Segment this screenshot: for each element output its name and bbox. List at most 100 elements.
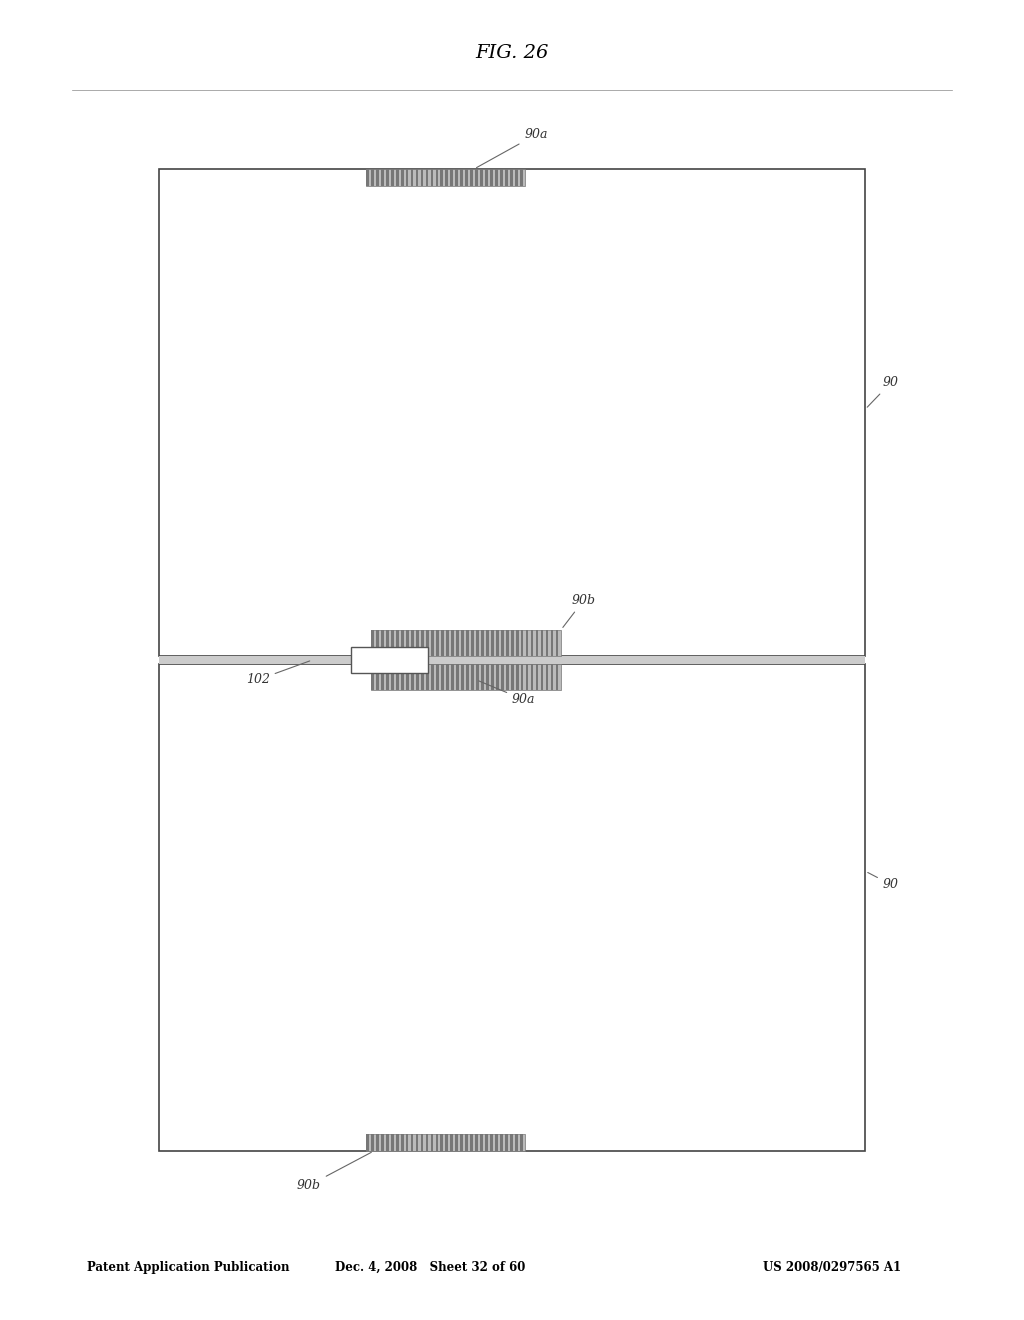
Bar (372, 664, 374, 690)
Bar (516, 630, 518, 656)
Bar (446, 630, 449, 656)
Text: FIG. 26: FIG. 26 (475, 44, 549, 62)
Bar (451, 630, 454, 656)
Bar (396, 169, 398, 186)
Bar (371, 1134, 374, 1151)
Bar (386, 169, 389, 186)
Bar (421, 630, 424, 656)
Bar (490, 169, 493, 186)
Bar (446, 664, 449, 690)
Bar (521, 630, 523, 656)
Bar (411, 169, 414, 186)
Bar (520, 169, 522, 186)
Bar (551, 630, 553, 656)
Bar (426, 169, 428, 186)
Bar (495, 1134, 498, 1151)
Bar (456, 1134, 458, 1151)
Bar (431, 630, 434, 656)
Bar (416, 1134, 419, 1151)
Bar (159, 656, 865, 664)
Bar (391, 630, 394, 656)
Bar (411, 1134, 414, 1151)
Bar (400, 169, 403, 186)
Bar (546, 664, 549, 690)
Bar (400, 1134, 403, 1151)
Bar (416, 169, 419, 186)
Bar (476, 664, 478, 690)
Bar (367, 1134, 524, 1151)
Bar (456, 169, 458, 186)
Bar (430, 1134, 433, 1151)
Bar (481, 664, 483, 690)
Bar (461, 1134, 463, 1151)
Bar (386, 630, 389, 656)
Bar (426, 664, 429, 690)
Bar (541, 664, 544, 690)
Bar (401, 630, 403, 656)
Bar (546, 630, 549, 656)
Bar (386, 664, 389, 690)
Text: 90: 90 (867, 873, 899, 891)
Bar (525, 664, 528, 690)
Bar (371, 169, 374, 186)
Bar (456, 664, 459, 690)
Bar (556, 630, 558, 656)
Bar (500, 169, 503, 186)
Bar (391, 664, 394, 690)
Bar (490, 664, 494, 690)
Bar (541, 630, 544, 656)
Text: US 2008/0297565 A1: US 2008/0297565 A1 (763, 1261, 901, 1274)
Bar (495, 169, 498, 186)
Bar (511, 664, 513, 690)
Bar (426, 1134, 428, 1151)
Bar (496, 630, 499, 656)
Bar (451, 664, 454, 690)
Bar (407, 630, 409, 656)
Bar (470, 169, 473, 186)
Bar (381, 664, 384, 690)
Bar (470, 1134, 473, 1151)
Bar (430, 169, 433, 186)
Bar (435, 1134, 438, 1151)
Bar (465, 169, 468, 186)
Bar (506, 664, 509, 690)
Bar (475, 1134, 478, 1151)
Bar (159, 664, 865, 1151)
Bar (376, 630, 379, 656)
Bar (510, 169, 513, 186)
Bar (416, 664, 419, 690)
Bar (505, 1134, 508, 1151)
Bar (376, 1134, 379, 1151)
Bar (515, 169, 517, 186)
Bar (501, 664, 504, 690)
Bar (406, 169, 409, 186)
Bar (372, 664, 561, 690)
Bar (411, 664, 414, 690)
Bar (426, 630, 429, 656)
Bar (521, 664, 523, 690)
Bar (367, 169, 524, 186)
Text: 90b: 90b (297, 1152, 372, 1192)
Text: 90: 90 (867, 376, 899, 407)
Bar (485, 1134, 487, 1151)
Bar (416, 630, 419, 656)
Bar (401, 664, 403, 690)
Bar (476, 630, 478, 656)
Bar (530, 630, 534, 656)
Bar (350, 647, 428, 673)
Text: Patent Application Publication: Patent Application Publication (87, 1261, 290, 1274)
Bar (496, 664, 499, 690)
Bar (441, 664, 443, 690)
Text: 90a: 90a (479, 681, 536, 706)
Bar (436, 664, 438, 690)
Bar (505, 169, 508, 186)
Bar (480, 169, 483, 186)
Bar (466, 664, 469, 690)
Bar (461, 169, 463, 186)
Bar (501, 630, 504, 656)
Bar (461, 630, 464, 656)
Bar (516, 664, 518, 690)
Text: 90b: 90b (563, 594, 595, 627)
Bar (485, 630, 488, 656)
Bar (376, 169, 379, 186)
